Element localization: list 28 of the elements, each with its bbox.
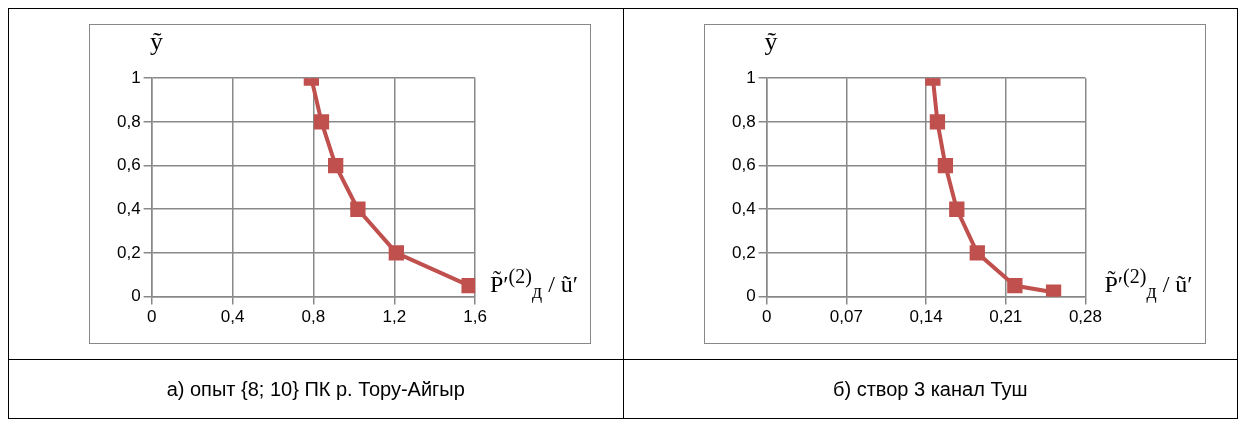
y-tick-label: 0,4	[731, 198, 756, 218]
x-tick-label: 0	[146, 307, 157, 327]
y-tick-label: 0,8	[116, 111, 141, 131]
y-tick-label: 0	[131, 286, 141, 306]
y-tick-label: 1	[131, 67, 141, 87]
x-tick-label: 0,07	[829, 307, 863, 327]
text: б) створ 3 канал Туш	[832, 377, 1028, 401]
x-axis-title: P̃′$^{(2)}$$_{д}$ / ũ′	[490, 265, 579, 303]
x-tick-label: 0,8	[301, 307, 326, 327]
x-tick-label: 0,14	[909, 307, 943, 327]
x-tick-label: 1,6	[463, 307, 487, 327]
y-tick-label: 0,4	[116, 198, 141, 218]
y-tick-label: 0,8	[731, 111, 756, 131]
x-tick-label: 1,2	[382, 307, 407, 327]
x-axis-title: P̃′$^{(2)}$$_{д}$ / ũ′	[1104, 265, 1193, 303]
x-tick-label: 0,21	[988, 307, 1022, 327]
y-tick-label: 1	[745, 67, 756, 87]
x-tick-label: 0,4	[220, 307, 245, 327]
text: а) опыт {8; 10} ПК р. Тору-Айгыр	[166, 377, 465, 401]
x-tick-label: 0,28	[1068, 307, 1102, 327]
y-tick-label: 0,2	[731, 242, 756, 262]
y-tick-label: 0,2	[116, 242, 141, 262]
y-axis-title: ỹ	[764, 27, 778, 57]
x-tick-label: 0	[761, 307, 771, 327]
y-tick-label: 0,6	[116, 155, 141, 175]
y-axis-title: ỹ	[150, 27, 163, 57]
y-tick-label: 0	[745, 286, 756, 306]
y-tick-label: 0,6	[731, 155, 756, 175]
